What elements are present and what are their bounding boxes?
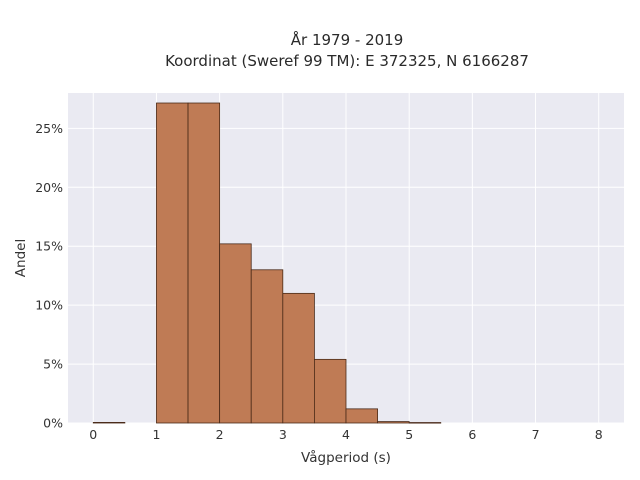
x-axis-ticks: 0 1 2 3 4 5 6 7 8 (89, 427, 602, 442)
y-axis-label: Andel (13, 239, 29, 277)
chart-title-line-1: År 1979 - 2019 (291, 30, 404, 49)
histogram-bar (377, 421, 410, 424)
y-tick-label: 0% (43, 416, 63, 431)
histogram-bar (219, 243, 252, 424)
histogram-bar (314, 358, 347, 424)
x-tick-label: 4 (342, 427, 350, 442)
histogram-bar (92, 422, 126, 424)
x-tick-label: 0 (89, 427, 97, 442)
y-tick-label: 20% (35, 180, 63, 195)
y-tick-label: 25% (35, 121, 63, 136)
x-tick-label: 5 (405, 427, 413, 442)
x-axis-label: Vågperiod (s) (301, 449, 391, 466)
histogram-bar (156, 102, 189, 424)
histogram-bar (345, 408, 378, 424)
x-tick-label: 7 (532, 427, 540, 442)
x-tick-label: 2 (216, 427, 224, 442)
x-tick-label: 8 (595, 427, 603, 442)
histogram-bar (250, 269, 284, 424)
x-tick-label: 3 (279, 427, 287, 442)
y-tick-label: 15% (35, 239, 63, 254)
y-tick-label: 10% (35, 298, 63, 313)
y-axis-ticks: 0% 5% 10% 15% 20% 25% (35, 121, 63, 431)
histogram-bar (282, 292, 315, 424)
y-tick-label: 5% (43, 357, 63, 372)
chart-title-line-2: Koordinat (Sweref 99 TM): E 372325, N 61… (165, 52, 529, 70)
histogram-bar (187, 102, 221, 424)
histogram-bar (408, 422, 442, 424)
histogram-bars (92, 102, 442, 424)
x-tick-label: 6 (468, 427, 476, 442)
x-tick-label: 1 (152, 427, 160, 442)
